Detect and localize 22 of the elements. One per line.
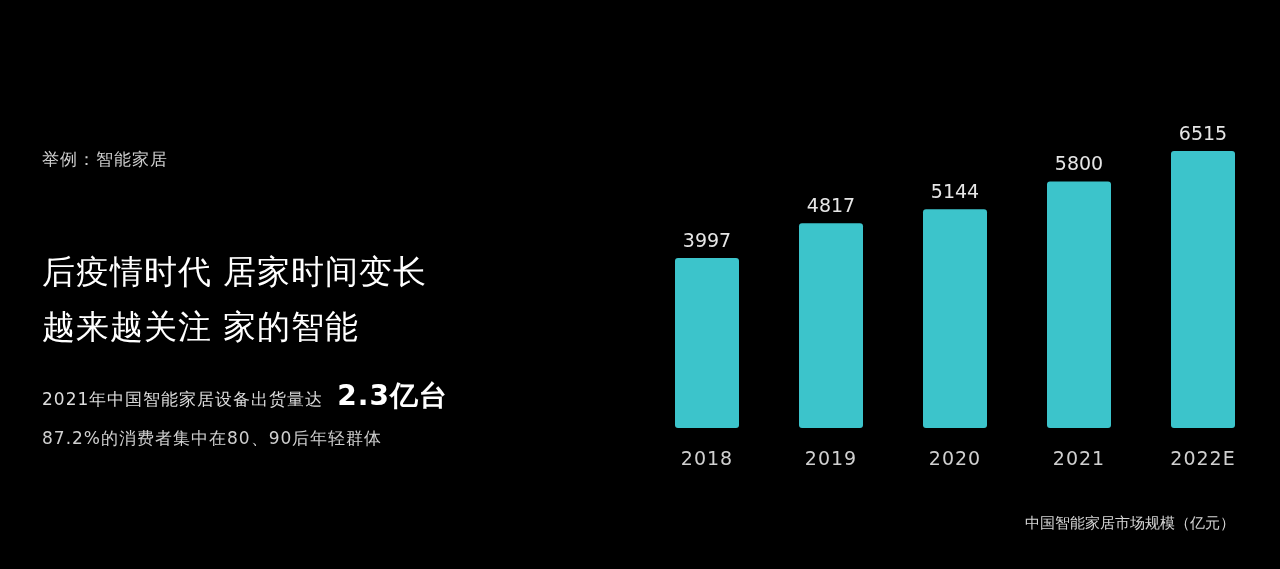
bar <box>1171 151 1235 428</box>
x-tick-label: 2018 <box>680 447 734 469</box>
text: 越来越关注 家的智能 <box>42 307 360 346</box>
bar <box>675 258 739 428</box>
bar <box>799 223 863 428</box>
text: 2.3亿台 <box>337 379 448 412</box>
x-tick-label: 2021 <box>1052 447 1106 469</box>
x-tick-label: 2020 <box>928 447 982 469</box>
bar <box>923 209 987 428</box>
text: 87.2%的消费者集中在80、90后年轻群体 <box>42 428 383 448</box>
text: 后疫情时代 居家时间变长 <box>42 252 428 291</box>
text: 举例：智能家居 <box>42 149 168 169</box>
data-label: 6515 <box>1178 122 1228 144</box>
data-label: 4817 <box>806 194 856 217</box>
x-tick-label: 2019 <box>804 447 858 469</box>
data-label: 3997 <box>682 229 732 252</box>
data-label: 5144 <box>930 180 980 203</box>
text: 2021年中国智能家居设备出货量达 <box>42 389 324 409</box>
bar <box>1047 181 1111 428</box>
x-tick-label: 2022E <box>1170 447 1236 469</box>
data-label: 5800 <box>1054 152 1104 175</box>
text: 中国智能家居市场规模（亿元） <box>1025 514 1235 532</box>
